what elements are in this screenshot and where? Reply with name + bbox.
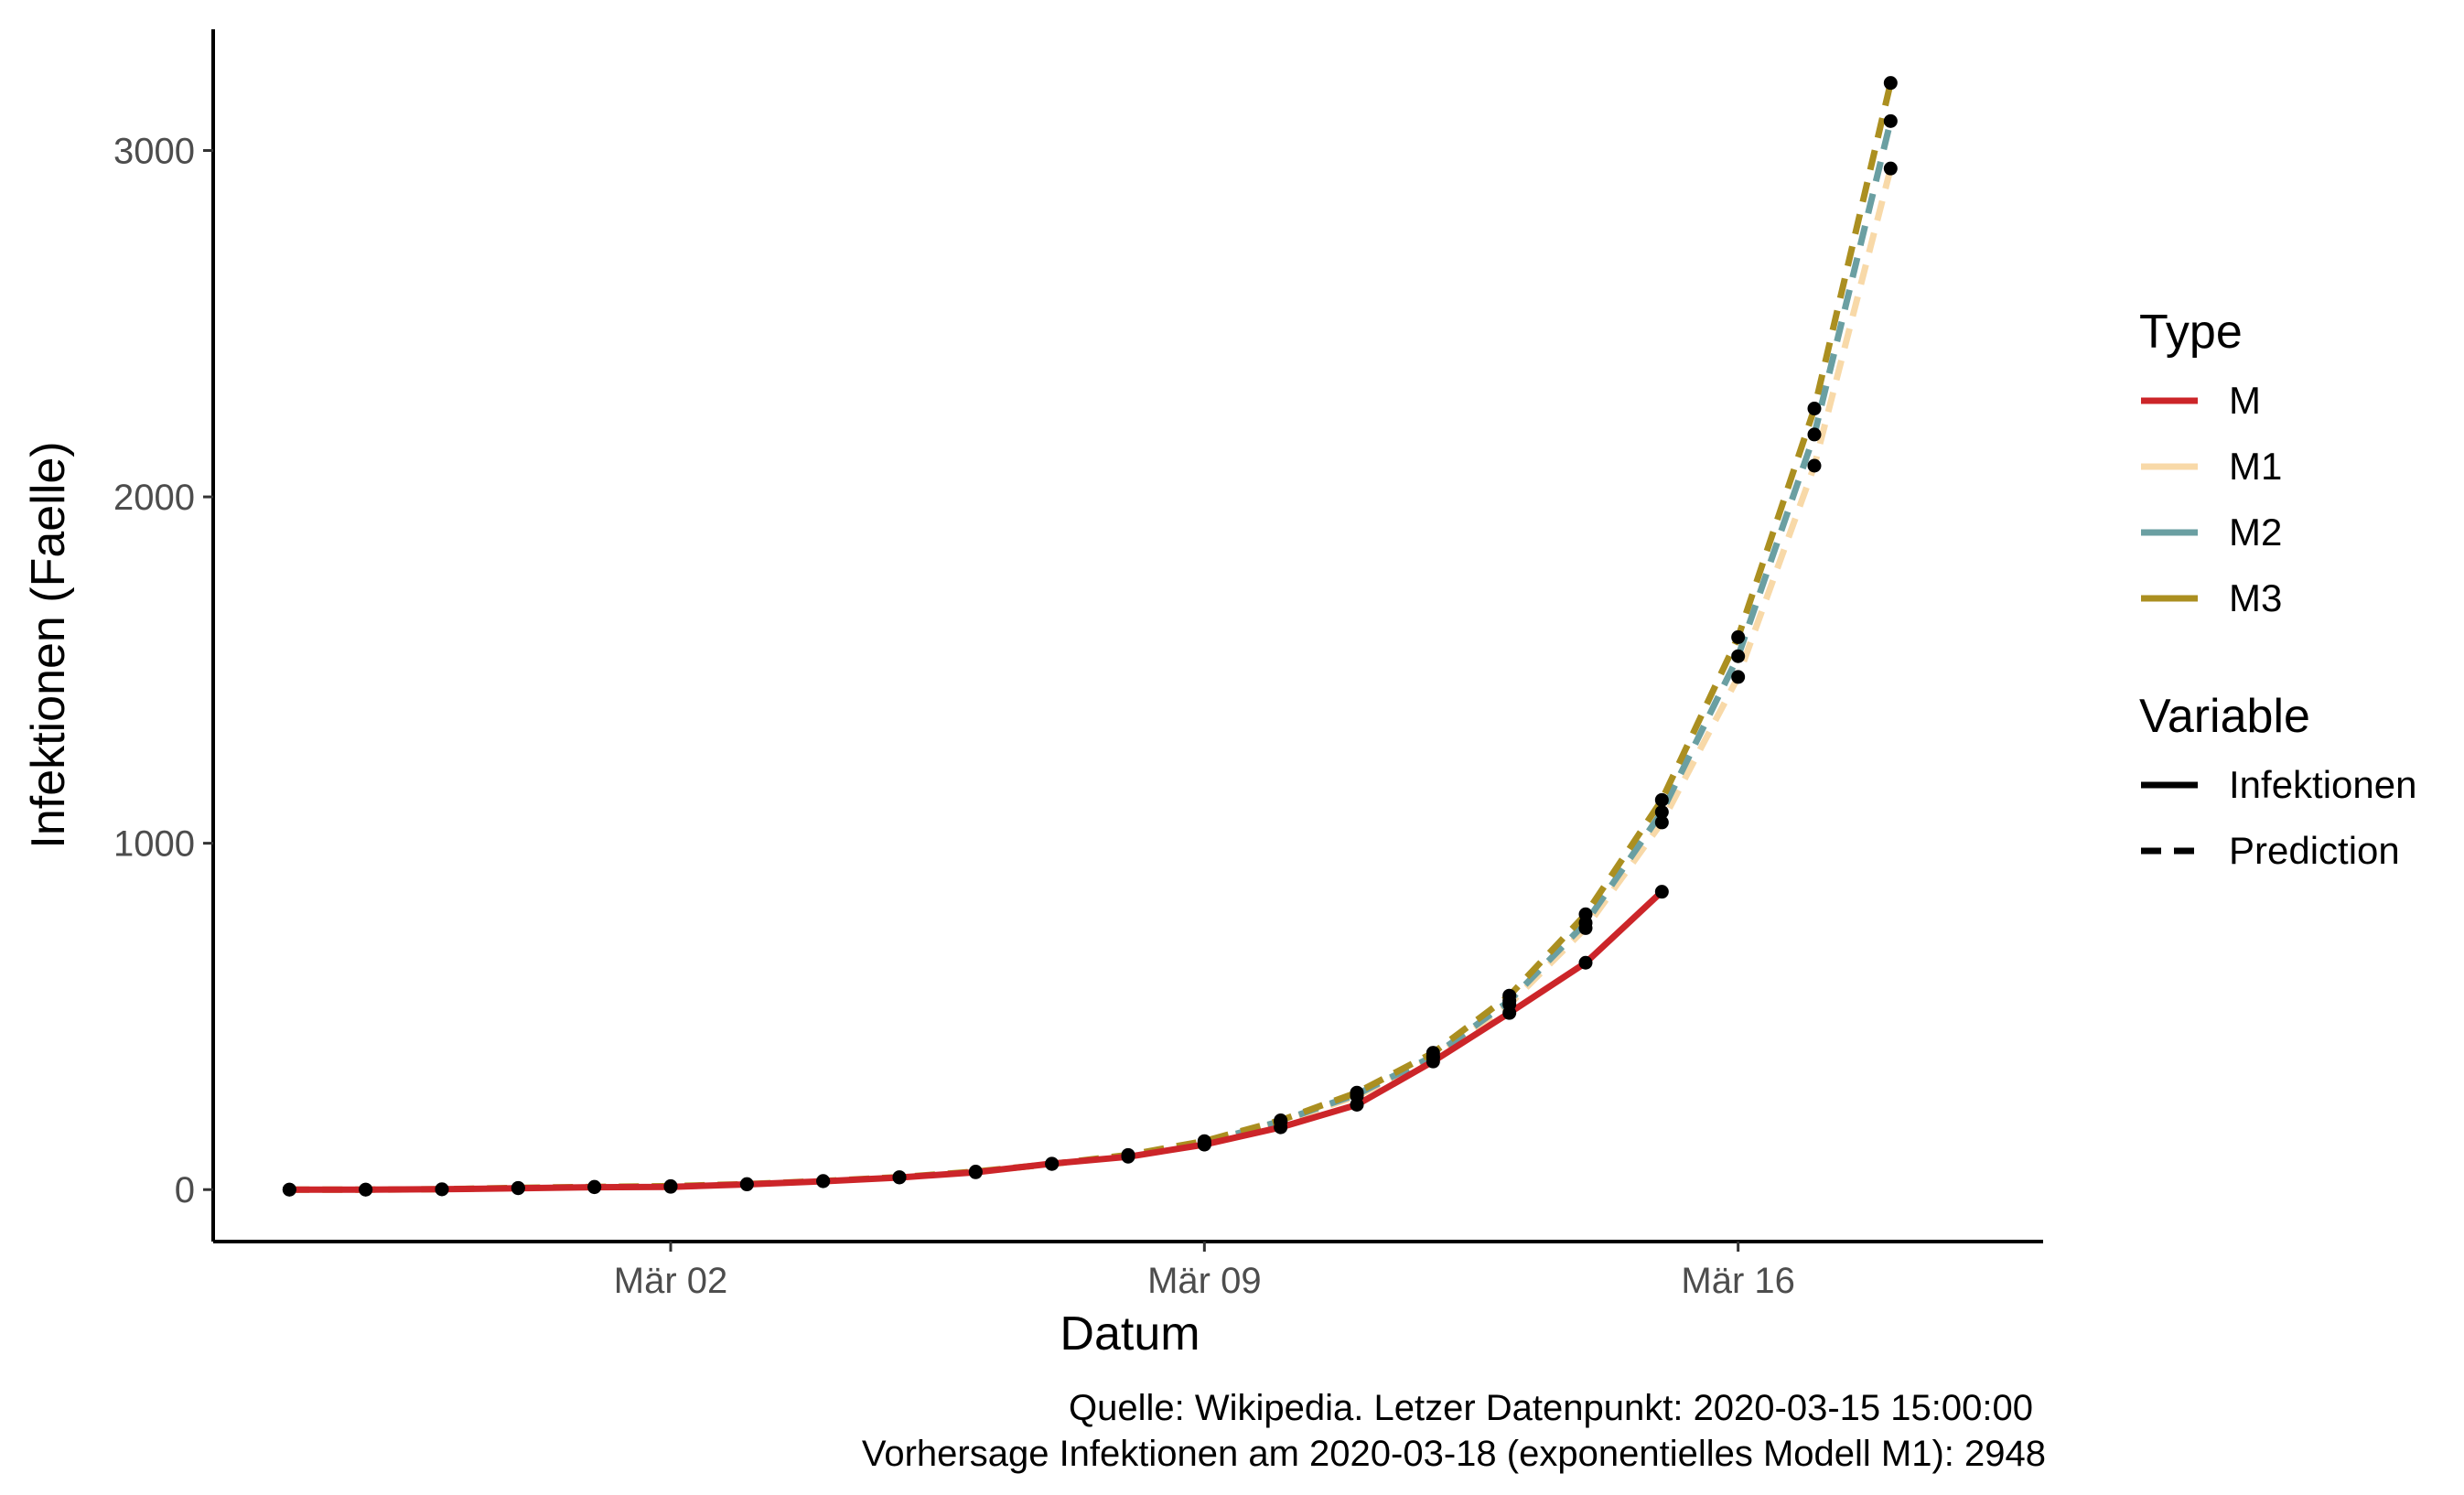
legend-label: M1 — [2229, 445, 2282, 488]
caption-prediction: Vorhersage Infektionen am 2020-03-18 (ex… — [862, 1434, 2046, 1474]
y-tick-label: 0 — [175, 1170, 195, 1210]
data-point-m3 — [816, 1174, 831, 1188]
data-point-m3 — [511, 1180, 525, 1195]
legend-label: Prediction — [2229, 829, 2400, 872]
legend-label: Infektionen — [2229, 763, 2417, 806]
data-point-m3 — [1426, 1046, 1440, 1060]
series-layer — [289, 81, 1894, 1193]
series-line-m2 — [1203, 120, 1894, 1146]
data-point-m3 — [1045, 1156, 1060, 1171]
x-tick-label: Mär 16 — [1681, 1261, 1795, 1301]
data-point-m — [1578, 955, 1593, 970]
data-point-m3 — [587, 1179, 602, 1194]
x-tick-label: Mär 02 — [614, 1261, 728, 1301]
data-point-m3 — [1350, 1085, 1364, 1100]
data-point-m1 — [1807, 458, 1822, 473]
data-point-m3 — [739, 1177, 754, 1191]
legend-label: M2 — [2229, 511, 2282, 554]
data-point-m3 — [1807, 402, 1822, 416]
data-point-m3 — [282, 1182, 296, 1197]
points-layer — [282, 76, 1898, 1197]
y-tick-label: 3000 — [113, 132, 195, 172]
legend: Type M M1 M2 M3 Variable Infektionen Prediction — [2139, 306, 2417, 872]
data-point-m3 — [892, 1170, 907, 1185]
legend-title: Type — [2139, 306, 2243, 359]
data-point-m3 — [1274, 1113, 1288, 1127]
data-point-m3 — [435, 1182, 449, 1197]
data-point-m2 — [1807, 427, 1822, 442]
data-point-m3 — [359, 1182, 373, 1197]
data-point-m3 — [1883, 76, 1898, 91]
data-point-m3 — [968, 1165, 983, 1179]
data-point-m3 — [663, 1178, 678, 1193]
y-tick-label: 2000 — [113, 478, 195, 518]
legend-label: M — [2229, 379, 2261, 422]
data-point-m1 — [1883, 161, 1898, 176]
data-point-m3 — [1731, 629, 1746, 644]
y-axis-title: Infektionen (Faelle) — [22, 441, 75, 848]
series-line-m3 — [289, 81, 1894, 1193]
legend-label: M3 — [2229, 576, 2282, 619]
data-point-m2 — [1731, 649, 1746, 663]
x-tick-label: Mär 09 — [1147, 1261, 1262, 1301]
data-point-m3 — [1121, 1147, 1135, 1162]
x-axis-title: Datum — [1060, 1307, 1200, 1361]
data-point-m3 — [1578, 907, 1593, 921]
data-point-m — [1654, 885, 1669, 899]
data-point-m3 — [1197, 1134, 1211, 1148]
y-tick-label: 1000 — [113, 824, 195, 865]
data-point-m1 — [1731, 670, 1746, 684]
data-point-m2 — [1883, 113, 1898, 128]
caption-source: Quelle: Wikipedia. Letzer Datenpunkt: 20… — [1069, 1388, 2033, 1428]
axes-layer: 0 1000 2000 3000 Mär 02 Mär 09 Mär 16 — [113, 29, 2043, 1301]
data-point-m1 — [1654, 815, 1669, 830]
data-point-m3 — [1654, 792, 1669, 807]
legend-title: Variable — [2139, 690, 2310, 743]
series-line-m1 — [1203, 167, 1894, 1148]
data-point-m3 — [1502, 988, 1517, 1003]
data-point-m2 — [1654, 805, 1669, 820]
